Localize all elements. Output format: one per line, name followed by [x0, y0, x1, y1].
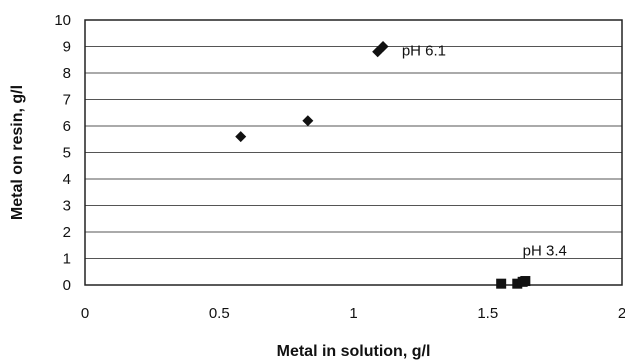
square-point [520, 276, 531, 287]
diamond-point [235, 131, 247, 143]
y-tick-label: 4 [63, 171, 71, 188]
x-tick-labels: 0 0.5 1 1.5 2 [81, 305, 625, 322]
x-tick-label: 1.5 [477, 305, 498, 322]
y-tick-labels: 0 1 2 3 4 5 6 7 8 9 10 [54, 12, 71, 294]
annotation-label: pH 6.1 [402, 42, 446, 59]
plot-area-frame [84, 19, 623, 286]
y-tick-label: 9 [63, 39, 71, 56]
square-point [512, 278, 523, 289]
square-point [496, 278, 507, 289]
y-tick-label: 6 [63, 118, 71, 135]
gridlines [85, 46, 622, 259]
y-tick-label: 2 [63, 224, 71, 241]
diamond-point [377, 41, 389, 52]
y-tick-label: 10 [54, 12, 71, 29]
y-tick-label: 7 [63, 92, 71, 109]
x-tick-label: 0 [81, 305, 89, 322]
annotation-label: pH 3.4 [523, 243, 567, 260]
diamond-point [302, 115, 314, 127]
y-tick-label: 8 [63, 65, 71, 82]
x-tick-label: 1 [349, 305, 357, 322]
y-tick-label: 3 [63, 198, 71, 215]
y-tick-label: 5 [63, 145, 71, 162]
x-tick-label: 0.5 [209, 305, 230, 322]
y-axis-title: Metal on resin, g/l [9, 85, 26, 220]
data-points [235, 41, 531, 289]
annotations: pH 6.1 pH 3.4 [402, 42, 567, 259]
y-tick-label: 0 [63, 277, 71, 294]
x-tick-label: 2 [618, 305, 625, 322]
x-axis-title: Metal in solution, g/l [277, 343, 431, 360]
y-tick-label: 1 [63, 251, 71, 268]
